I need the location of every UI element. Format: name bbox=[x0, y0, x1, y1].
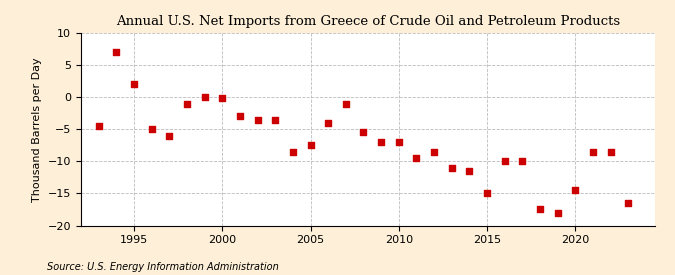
Point bbox=[446, 166, 457, 170]
Point bbox=[199, 95, 210, 99]
Point bbox=[482, 191, 493, 196]
Point bbox=[429, 150, 439, 154]
Point bbox=[517, 159, 528, 164]
Point bbox=[376, 140, 387, 144]
Point bbox=[252, 117, 263, 122]
Point bbox=[323, 121, 333, 125]
Point bbox=[217, 96, 227, 101]
Point bbox=[623, 201, 634, 205]
Point bbox=[394, 140, 404, 144]
Point bbox=[411, 156, 422, 160]
Point bbox=[552, 210, 563, 215]
Point bbox=[111, 50, 122, 54]
Point bbox=[500, 159, 510, 164]
Title: Annual U.S. Net Imports from Greece of Crude Oil and Petroleum Products: Annual U.S. Net Imports from Greece of C… bbox=[116, 15, 620, 28]
Y-axis label: Thousand Barrels per Day: Thousand Barrels per Day bbox=[32, 57, 43, 202]
Point bbox=[358, 130, 369, 135]
Point bbox=[270, 117, 281, 122]
Point bbox=[164, 133, 175, 138]
Point bbox=[605, 150, 616, 154]
Point bbox=[535, 207, 545, 212]
Point bbox=[305, 143, 316, 147]
Point bbox=[146, 127, 157, 131]
Point bbox=[93, 124, 104, 128]
Point bbox=[182, 101, 192, 106]
Text: Source: U.S. Energy Information Administration: Source: U.S. Energy Information Administ… bbox=[47, 262, 279, 272]
Point bbox=[128, 82, 139, 87]
Point bbox=[340, 101, 351, 106]
Point bbox=[464, 169, 475, 173]
Point bbox=[234, 114, 245, 119]
Point bbox=[587, 150, 598, 154]
Point bbox=[288, 150, 298, 154]
Point bbox=[570, 188, 580, 192]
